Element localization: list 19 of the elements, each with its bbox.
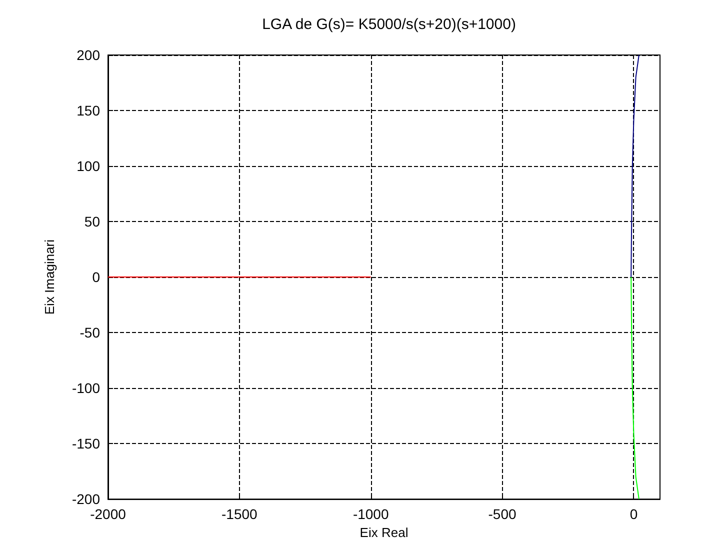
y-axis-title: Eix Imaginari xyxy=(42,239,57,315)
y-tick-label: -150 xyxy=(72,436,100,452)
x-tick-label: -1500 xyxy=(222,506,258,522)
y-tick-label: 150 xyxy=(76,102,100,119)
line-series xyxy=(630,276,640,500)
x-tick-label: -500 xyxy=(488,506,517,522)
line-series xyxy=(630,54,640,278)
chart-title: LGA de G(s)= K5000/s(s+20)(s+1000) xyxy=(262,16,516,33)
x-tick-label: 0 xyxy=(630,506,638,522)
x-tick-label: -2000 xyxy=(90,506,126,522)
y-tick-label: -50 xyxy=(80,324,100,341)
y-tick-label: -100 xyxy=(72,380,100,396)
x-tick-label: -1000 xyxy=(352,506,389,522)
y-tick-label: 200 xyxy=(76,47,100,63)
y-tick-label: 50 xyxy=(84,214,100,230)
y-tick-label: 100 xyxy=(76,158,100,174)
y-tick-label: -200 xyxy=(72,491,100,508)
y-tick-label: 0 xyxy=(92,269,100,286)
x-axis-title: Eix Real xyxy=(360,525,408,540)
